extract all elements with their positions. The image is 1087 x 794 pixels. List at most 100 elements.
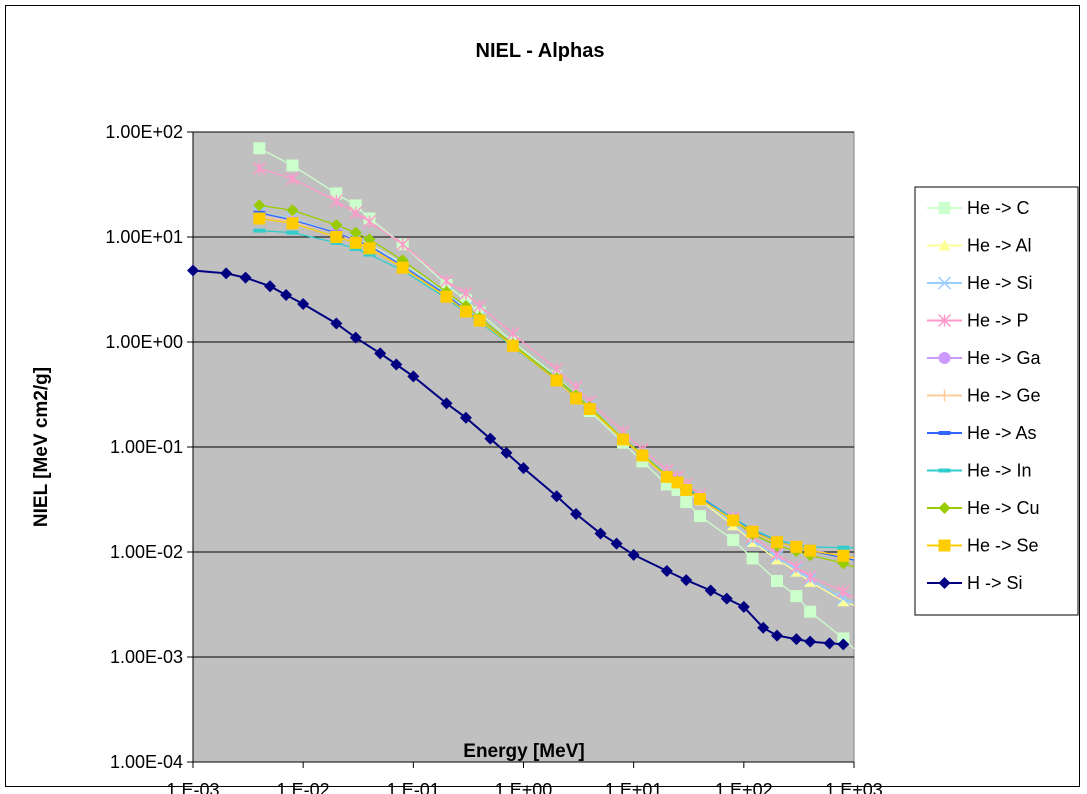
data-point: [727, 514, 740, 527]
data-point: [390, 358, 403, 371]
data-point: [396, 237, 410, 251]
data-point: [803, 570, 817, 584]
data-point: [704, 584, 717, 597]
legend-marker: [938, 389, 951, 402]
data-point: [440, 397, 453, 410]
data-point: [407, 370, 420, 383]
data-point: [594, 527, 607, 540]
data-point: [264, 280, 277, 293]
data-point: [837, 545, 850, 550]
data-point: [517, 462, 530, 475]
data-point: [660, 564, 673, 577]
data-point: [297, 298, 310, 311]
data-point: [804, 635, 817, 648]
data-point: [473, 299, 487, 313]
legend-label: He -> Cu: [967, 498, 1040, 518]
legend-label: H -> Si: [967, 573, 1023, 593]
data-point: [693, 492, 706, 505]
data-point: [363, 252, 376, 257]
data-point: [770, 574, 783, 587]
data-point: [187, 264, 199, 277]
data-point: [484, 432, 497, 445]
data-point: [459, 305, 472, 318]
data-point: [720, 592, 733, 605]
x-tick-label: 1.E+02: [715, 780, 773, 794]
data-point: [286, 159, 299, 172]
legend-marker: [938, 502, 951, 514]
y-tick-label: 1.00E-03: [110, 647, 183, 667]
legend-marker: [938, 539, 951, 552]
legend-marker: [938, 352, 951, 364]
data-point: [349, 331, 362, 344]
data-point: [253, 212, 266, 225]
data-point: [506, 339, 519, 352]
data-point: [252, 161, 266, 175]
data-point: [396, 261, 409, 274]
y-tick-label: 1.00E-04: [110, 752, 183, 772]
data-point: [790, 540, 803, 553]
data-point: [757, 621, 770, 634]
series-line: [192, 269, 844, 646]
data-point: [253, 228, 266, 233]
data-point: [693, 510, 706, 523]
data-point: [330, 219, 343, 232]
legend-marker: [938, 468, 951, 473]
legend-label: He -> Se: [967, 536, 1039, 556]
data-point: [770, 629, 783, 642]
series-line: [259, 167, 855, 598]
data-point: [616, 433, 629, 446]
data-point: [550, 490, 563, 503]
x-tick-labels: 1.E-03 1.E-02 1.E-01 1.E+00 1.E+01 1.E+02 1.E+…: [166, 780, 882, 794]
series-10: [187, 264, 850, 651]
y-tick-label: 1.00E+02: [105, 122, 183, 142]
data-point: [362, 215, 377, 229]
x-tick-label: 1.E-02: [277, 780, 330, 794]
data-point: [459, 411, 472, 424]
data-point: [837, 549, 850, 562]
legend-label: He -> P: [967, 311, 1029, 331]
legend-label: He -> Al: [967, 236, 1032, 256]
data-point: [286, 217, 299, 230]
data-point: [789, 560, 803, 574]
data-point: [790, 590, 803, 603]
data-point: [285, 172, 300, 186]
data-point: [680, 495, 693, 508]
data-point: [610, 537, 623, 550]
data-point: [727, 534, 740, 547]
data-point: [286, 204, 299, 217]
data-point: [627, 548, 640, 561]
data-point: [823, 637, 836, 650]
legend: He -> C He -> Al He -> Si He -> P He -> Ga He…: [914, 186, 1079, 616]
data-point: [550, 374, 563, 387]
data-point: [239, 271, 252, 284]
legend-marker: [938, 202, 951, 214]
data-point: [349, 199, 362, 212]
data-point: [770, 536, 783, 549]
legend-marker: [938, 431, 951, 435]
y-tick-label: 1.00E-01: [110, 437, 183, 457]
data-point: [790, 633, 803, 646]
data-point: [583, 403, 596, 416]
legend-marker: [938, 577, 951, 589]
data-point: [837, 595, 850, 607]
data-point: [836, 585, 850, 599]
legend-label: He -> Si: [967, 273, 1033, 293]
x-tick-label: 1.E-01: [387, 780, 440, 794]
series-layer: [187, 142, 855, 651]
data-point: [374, 347, 387, 360]
legend-marker: [937, 276, 952, 290]
data-point: [500, 446, 513, 459]
y-tick-label: 1.00E+01: [105, 227, 183, 247]
data-point: [349, 226, 362, 239]
data-point: [459, 286, 473, 300]
x-tick-label: 1.E+00: [495, 780, 553, 794]
data-point: [473, 314, 486, 327]
legend-marker: [937, 313, 952, 328]
data-point: [363, 242, 376, 255]
data-point: [804, 605, 817, 618]
x-tick-label: 1.E-03: [166, 780, 219, 794]
y-axis-title: NIEL [MeV cm2/g]: [31, 367, 52, 527]
x-axis-title: Energy [MeV]: [463, 741, 584, 762]
x-tick-label: 1.E+01: [605, 780, 663, 794]
